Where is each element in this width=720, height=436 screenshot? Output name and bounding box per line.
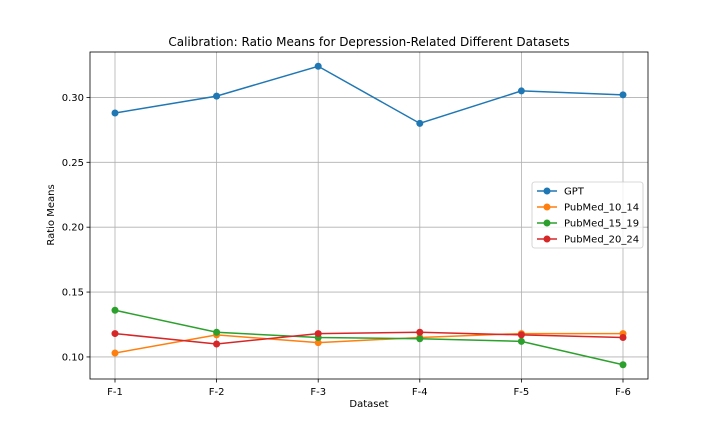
y-tick-label: 0.20: [62, 223, 84, 234]
data-point: [619, 333, 627, 341]
grid: [90, 52, 648, 379]
data-point: [416, 119, 424, 127]
x-tick-label: F-4: [412, 387, 428, 398]
data-point: [213, 92, 221, 100]
data-point: [111, 330, 119, 338]
legend-label: PubMed_10_14: [564, 203, 639, 214]
series-line: [114, 65, 624, 125]
x-tick-label: F-6: [615, 387, 631, 398]
series-gpt: [111, 62, 627, 127]
x-axis-ticks: F-1 F-2 F-3 F-4 F-5 F-6: [107, 379, 631, 398]
series-pubmed-10-14: [111, 330, 627, 357]
series-line: [114, 331, 624, 345]
legend-swatch-marker: [543, 187, 551, 195]
x-axis-label: Dataset: [349, 399, 388, 410]
data-point: [314, 339, 322, 347]
legend-item: PubMed_20_24: [537, 235, 639, 246]
legend-item: GPT: [537, 187, 585, 198]
legend-item: PubMed_10_14: [537, 203, 639, 214]
series-pubmed-20-24: [111, 328, 627, 348]
data-point: [111, 349, 119, 357]
legend-label: GPT: [564, 187, 585, 198]
series-pubmed-15-19: [111, 306, 627, 369]
data-point: [111, 306, 119, 314]
data-point: [213, 340, 221, 348]
data-point: [314, 62, 322, 70]
x-tick-label: F-2: [209, 387, 225, 398]
y-tick-label: 0.15: [62, 288, 84, 299]
y-tick-label: 0.10: [62, 352, 84, 363]
legend: GPT PubMed_10_14 PubMed_15_19 PubMed_20_24: [531, 181, 644, 249]
data-point: [619, 91, 627, 99]
legend-swatch-marker: [543, 219, 551, 227]
chart-title: Calibration: Ratio Means for Depression-…: [168, 35, 569, 49]
data-point: [213, 328, 221, 336]
series-layer: [111, 62, 627, 369]
data-point: [314, 330, 322, 338]
legend-label: PubMed_20_24: [564, 235, 639, 246]
legend-label: PubMed_15_19: [564, 219, 639, 230]
data-point: [416, 335, 424, 343]
series-line: [114, 309, 624, 366]
y-tick-label: 0.30: [62, 93, 84, 104]
y-axis-ticks: 0.10 0.15 0.20 0.25 0.30: [62, 93, 90, 363]
x-tick-label: F-1: [107, 387, 123, 398]
series-line: [114, 332, 623, 354]
legend-swatch-marker: [543, 203, 551, 211]
x-tick-label: F-5: [514, 387, 530, 398]
legend-item: PubMed_15_19: [537, 219, 639, 230]
y-tick-label: 0.25: [62, 158, 84, 169]
y-axis-label: Ratio Means: [46, 184, 57, 245]
x-tick-label: F-3: [310, 387, 326, 398]
data-point: [517, 87, 525, 95]
data-point: [416, 328, 424, 336]
data-point: [111, 109, 119, 117]
data-point: [619, 361, 627, 369]
legend-swatch-marker: [543, 235, 551, 243]
legend-frame: [531, 181, 644, 249]
data-point: [517, 337, 525, 345]
plot-frame: [89, 51, 649, 380]
data-point: [517, 331, 525, 339]
